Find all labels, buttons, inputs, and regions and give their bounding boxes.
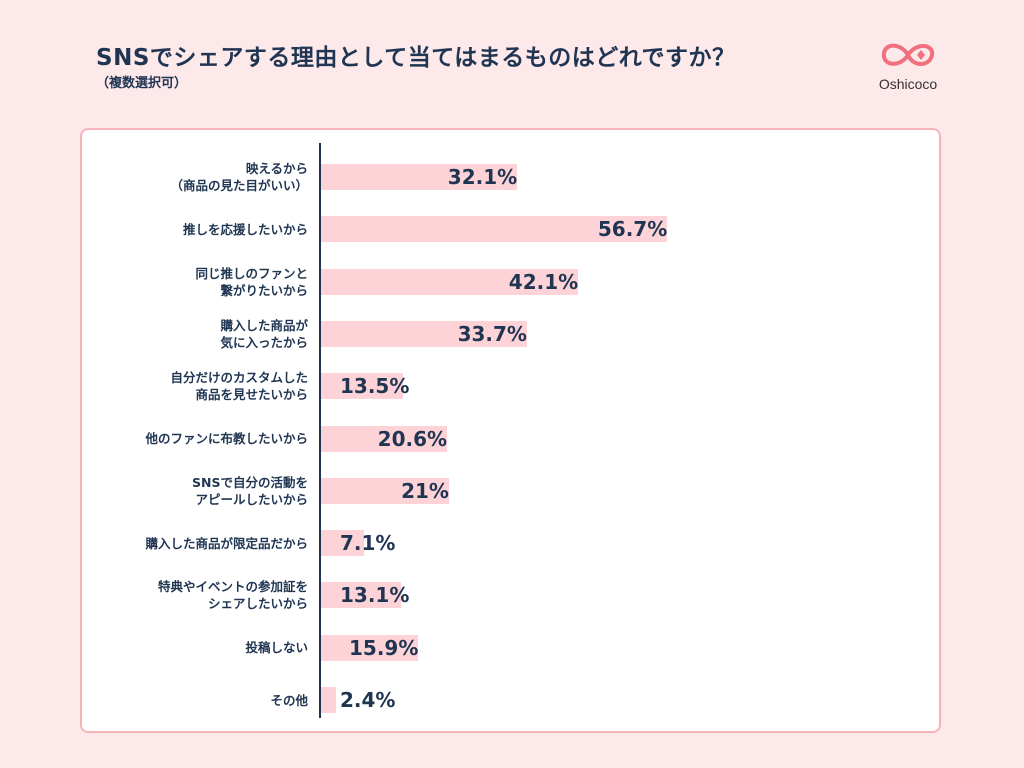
value-label: 42.1% [508, 269, 579, 294]
bar [321, 320, 527, 347]
category-label: 自分だけのカスタムした 商品を見せたいから [170, 369, 308, 403]
category-label-line: 気に入ったから [220, 334, 308, 350]
bar [321, 425, 447, 452]
category-label-line: 購入した商品が [220, 317, 308, 333]
category-label: 映えるから （商品の見た目がいい） [170, 160, 308, 194]
value-label: 2.4% [340, 688, 396, 712]
value-label: 13.1% [340, 583, 410, 608]
bar [321, 687, 336, 713]
category-label-line: 他のファンに布教したいから [145, 431, 308, 446]
value-label: 15.9% [348, 635, 419, 660]
chart-title: SNSでシェアする理由として当てはまるものはどれですか？ [96, 45, 736, 71]
category-label-line: その他 [270, 692, 308, 708]
category-label-line: シェアしたいから [207, 596, 308, 612]
value-label: 21% [401, 478, 449, 503]
value-label: 32.1% [447, 165, 518, 189]
brand-logo: Oshicoco [868, 36, 948, 98]
category-label: 特典やイベントの参加証を シェアしたいから [158, 578, 308, 612]
category-label-line: 投稿しない [245, 640, 308, 656]
category-label-line: 購入した商品が限定品だから [145, 535, 308, 551]
category-label: 購入した商品が 気に入ったから [220, 317, 308, 351]
value-label: 7.1% [340, 531, 396, 556]
category-label-line: 推しを応援したいから [182, 221, 308, 237]
category-label-line: 同じ推しのファンと [195, 265, 308, 281]
bar [321, 216, 667, 243]
value-label: 56.7% [597, 217, 668, 242]
category-label: 投稿しない [245, 639, 308, 656]
bar [321, 582, 401, 609]
category-label-line: （商品の見た目がいい） [170, 178, 308, 193]
category-label-line: 映えるから [245, 161, 308, 176]
bar [321, 373, 404, 400]
value-label: 33.7% [457, 321, 527, 346]
category-label: SNSで自分の活動を アピールしたいから [192, 474, 308, 508]
category-label-line: SNSで自分の活動を [192, 474, 308, 490]
category-label: その他 [270, 692, 308, 709]
category-label: 同じ推しのファンと 繋がりたいから [195, 265, 308, 299]
category-label: 購入した商品が限定品だから [145, 535, 308, 552]
bar [321, 268, 578, 295]
bar [321, 164, 517, 190]
bar [321, 530, 365, 557]
category-label-line: 特典やイベントの参加証を [157, 579, 308, 595]
y-axis-line [319, 143, 321, 718]
value-label: 20.6% [377, 426, 448, 451]
category-label-line: 自分だけのカスタムした [170, 370, 308, 386]
brand-name: Oshicoco [878, 76, 938, 92]
category-label-line: 商品を見せたいから [195, 387, 308, 403]
category-label-line: アピールしたいから [195, 491, 308, 507]
chart-subtitle: （複数選択可） [96, 76, 188, 91]
value-label: 13.5% [340, 374, 410, 399]
infinity-heart-icon [881, 43, 935, 66]
category-label-line: 繋がりたいから [220, 282, 308, 298]
category-label: 推しを応援したいから [183, 221, 308, 238]
bar [321, 477, 450, 504]
category-label: 他のファンに布教したいから [145, 430, 308, 447]
bar [321, 634, 418, 661]
